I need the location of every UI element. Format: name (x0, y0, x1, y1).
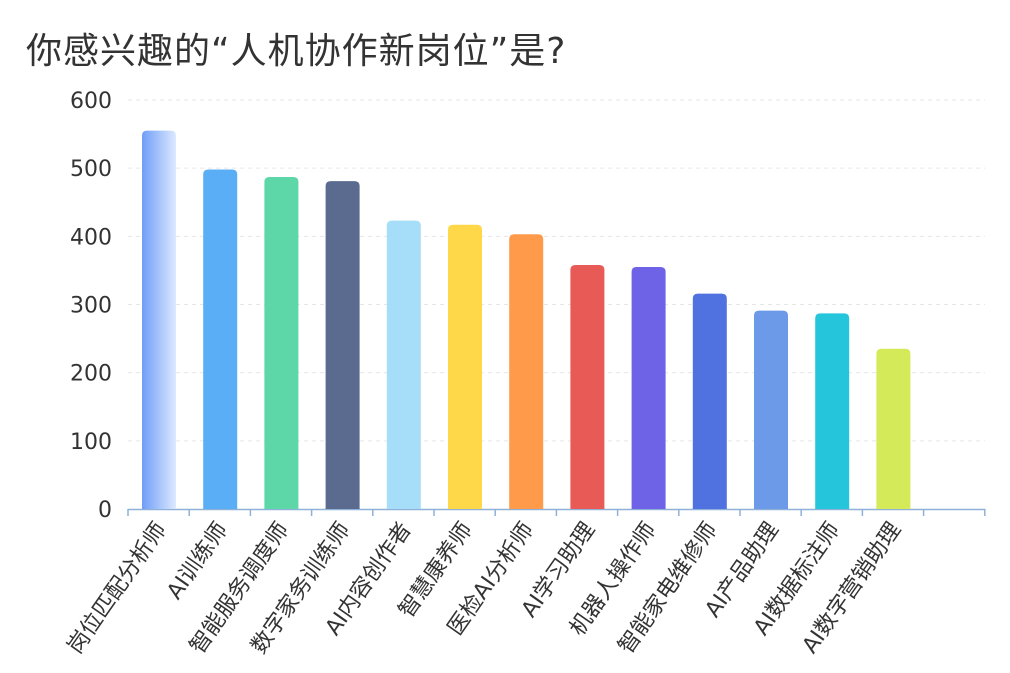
bar (692, 293, 727, 509)
bar (876, 348, 911, 509)
axes (127, 508, 986, 516)
bars (142, 130, 911, 510)
bar (631, 267, 666, 509)
bar (142, 130, 176, 510)
y-tick-label: 600 (70, 89, 112, 114)
bar (509, 234, 544, 509)
bar (754, 310, 788, 509)
bar (203, 169, 238, 509)
grid-lines (128, 99, 985, 442)
y-tick-label: 100 (70, 430, 112, 455)
chart-title: 你感兴趣的“人机协作新岗位”是? (26, 31, 567, 72)
y-tick-label: 500 (70, 157, 112, 182)
y-tick-label: 300 (70, 294, 112, 319)
y-tick-label: 0 (98, 498, 112, 523)
x-tick-label: 岗位匹配分析师 (63, 518, 172, 659)
bar (448, 224, 482, 509)
y-tick-label: 400 (70, 225, 112, 250)
bar (386, 220, 421, 509)
y-tick-label: 200 (70, 362, 112, 387)
bar (570, 264, 605, 509)
bar (325, 181, 360, 509)
bar (264, 177, 299, 510)
bar (815, 313, 850, 509)
